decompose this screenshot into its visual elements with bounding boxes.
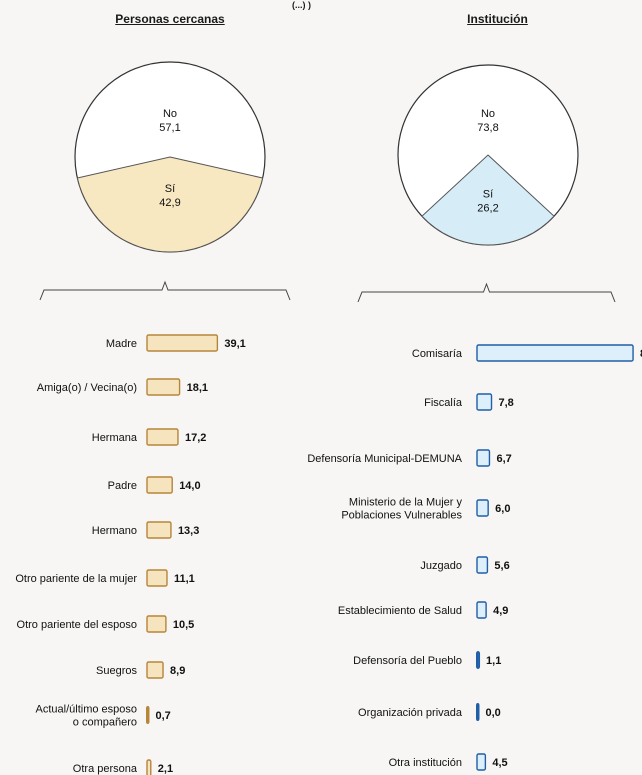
personas-bar-category-label: Hermano xyxy=(92,525,137,537)
personas-bar-category-label: Otra persona xyxy=(73,763,138,775)
institucion-bar-category-label: Defensoría del Pueblo xyxy=(353,655,462,667)
svg-text:Ministerio de la Mujer y: Ministerio de la Mujer y xyxy=(349,497,463,509)
institucion-pie-label-no: No xyxy=(481,108,495,120)
personas-bar-value-label: 10,5 xyxy=(173,619,194,631)
personas-pie-value-no: 57,1 xyxy=(159,122,180,134)
svg-text:Suegros: Suegros xyxy=(96,665,137,677)
svg-text:Hermana: Hermana xyxy=(92,432,138,444)
institucion-bar-category-label: Establecimiento de Salud xyxy=(338,605,462,617)
institucion-bar-category-label: Otra institución xyxy=(389,757,462,769)
institucion-pie-label-si: Sí xyxy=(483,188,493,200)
personas-bar-bar xyxy=(146,706,150,724)
personas-bar-bar xyxy=(146,378,181,396)
institucion-bar-bar xyxy=(476,449,491,467)
svg-text:Otro pariente de la mujer: Otro pariente de la mujer xyxy=(15,573,137,585)
svg-text:Comisaría: Comisaría xyxy=(412,348,463,360)
institucion-bar-category-label: Organización privada xyxy=(358,707,463,719)
personas-bar-value-label: 17,2 xyxy=(185,432,206,444)
personas-bar-value-label: 14,0 xyxy=(179,480,200,492)
personas-bar-value-label: 13,3 xyxy=(178,525,199,537)
personas-bar-bar xyxy=(146,569,168,587)
personas-pie-value-si: 42,9 xyxy=(159,197,180,209)
institucion-bar-value-label: 83,9 xyxy=(640,348,642,360)
right-bracket xyxy=(357,282,616,303)
personas-pie-label-si: Sí xyxy=(165,183,175,195)
svg-text:Padre: Padre xyxy=(108,480,137,492)
right-chart: No 73,8 Sí 26,2 Comisaría 83,9 Fiscalía 7,8 Defe… xyxy=(307,64,642,771)
svg-text:Amiga(o) / Vecina(o): Amiga(o) / Vecina(o) xyxy=(37,382,137,394)
left-bracket xyxy=(39,280,291,301)
svg-text:Establecimiento de Salud: Establecimiento de Salud xyxy=(338,605,462,617)
left-chart: No 57,1 Sí 42,9 Madre 39,1 Amiga(o) / Vecina(o… xyxy=(15,61,291,775)
personas-bar-value-label: 18,1 xyxy=(187,382,208,394)
top-fragment: (...) ) xyxy=(292,0,311,10)
svg-text:o compañero: o compañero xyxy=(73,717,137,729)
right-panel: Institución No 73,8 Sí 26,2 Comisaría 83,9 Fis… xyxy=(300,0,642,775)
institucion-bar-bar xyxy=(476,556,489,574)
institucion-bar-bar xyxy=(476,393,493,411)
personas-bar-value-label: 0,7 xyxy=(156,710,171,722)
institucion-bar-value-label: 4,5 xyxy=(492,757,507,769)
personas-bar-bar xyxy=(146,334,219,352)
pie-title-institucion: Institución xyxy=(467,12,528,26)
personas-bar-category-label: Padre xyxy=(108,480,137,492)
institucion-bar-bar xyxy=(476,703,480,721)
svg-text:Organización privada: Organización privada xyxy=(358,707,463,719)
personas-bar-value-label: 39,1 xyxy=(224,338,245,350)
personas-bar-bar xyxy=(146,661,164,679)
institucion-pie-slice-si xyxy=(421,154,555,246)
institucion-bar-category-label: Fiscalía xyxy=(424,397,463,409)
institucion-bar-bar xyxy=(476,344,634,362)
institucion-pie-value-no: 73,8 xyxy=(477,122,498,134)
personas-bar-value-label: 8,9 xyxy=(170,665,185,677)
personas-bar-bar xyxy=(146,476,173,494)
institucion-bar-category-label: Juzgado xyxy=(420,560,462,572)
institucion-bar-category-label: Comisaría xyxy=(412,348,463,360)
institucion-bar-bar xyxy=(476,601,487,619)
svg-text:Fiscalía: Fiscalía xyxy=(424,397,463,409)
personas-bar-category-label: Otro pariente de la mujer xyxy=(15,573,137,585)
left-panel: Personas cercanas No 57,1 Sí 42,9 Madre 39,1 A… xyxy=(15,12,291,775)
institucion-bar-bar xyxy=(476,499,489,517)
personas-bar-category-label: Amiga(o) / Vecina(o) xyxy=(37,382,137,394)
institucion-pie-value-si: 26,2 xyxy=(477,202,498,214)
personas-bar-category-label: Suegros xyxy=(96,665,137,677)
svg-text:Defensoría del Pueblo: Defensoría del Pueblo xyxy=(353,655,462,667)
institucion-bar-value-label: 6,7 xyxy=(496,453,511,465)
institucion-bar-value-label: 1,1 xyxy=(486,655,501,667)
svg-text:Madre: Madre xyxy=(106,338,137,350)
personas-bar-bar xyxy=(146,521,172,539)
personas-bar-bar xyxy=(146,759,152,775)
institucion-bar-bar xyxy=(476,753,487,771)
personas-bar-category-label: Madre xyxy=(106,338,137,350)
personas-pie-label-no: No xyxy=(163,108,177,120)
personas-pie-slice-si xyxy=(76,156,264,253)
institucion-bar-bar xyxy=(476,651,481,669)
institucion-bar-value-label: 6,0 xyxy=(495,503,510,515)
institucion-bar-value-label: 0,0 xyxy=(486,707,501,719)
svg-text:Otro pariente del esposo: Otro pariente del esposo xyxy=(17,619,137,631)
personas-bar-bar xyxy=(146,428,179,446)
institucion-bar-value-label: 4,9 xyxy=(493,605,508,617)
personas-bar-value-label: 11,1 xyxy=(174,573,195,585)
pie-title-personas-cercanas: Personas cercanas xyxy=(115,12,225,26)
institucion-bar-category-label: Defensoría Municipal-DEMUNA xyxy=(307,453,462,465)
svg-text:Otra persona: Otra persona xyxy=(73,763,138,775)
personas-bar-value-label: 2,1 xyxy=(158,763,173,775)
institucion-bar-value-label: 5,6 xyxy=(494,560,509,572)
svg-text:Poblaciones Vulnerables: Poblaciones Vulnerables xyxy=(341,510,462,522)
svg-text:Juzgado: Juzgado xyxy=(420,560,462,572)
personas-bar-bar xyxy=(146,615,167,633)
institucion-bar-value-label: 7,8 xyxy=(499,397,514,409)
svg-text:Actual/último esposo: Actual/último esposo xyxy=(36,704,138,716)
svg-text:Defensoría Municipal-DEMUNA: Defensoría Municipal-DEMUNA xyxy=(307,453,462,465)
personas-bar-category-label: Otro pariente del esposo xyxy=(17,619,137,631)
svg-text:Otra institución: Otra institución xyxy=(389,757,462,769)
svg-text:Hermano: Hermano xyxy=(92,525,137,537)
personas-bar-category-label: Hermana xyxy=(92,432,138,444)
